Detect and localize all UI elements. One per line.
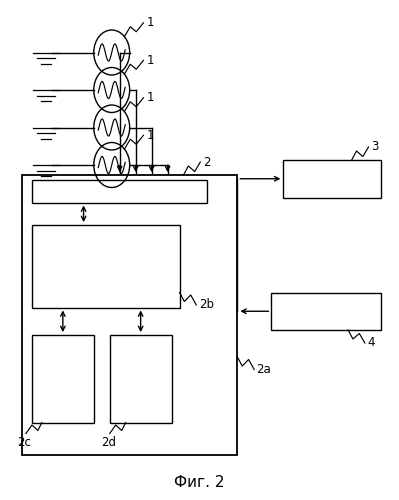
Text: 1: 1 (146, 128, 154, 142)
Text: 3: 3 (371, 140, 378, 153)
Text: 2c: 2c (18, 436, 31, 450)
Text: 1: 1 (146, 16, 154, 29)
Text: 2: 2 (203, 156, 210, 168)
Bar (110, 335, 172, 422)
Text: 1: 1 (146, 54, 154, 66)
Text: 1: 1 (146, 91, 154, 104)
Bar (32, 180, 207, 203)
Text: Фиг. 2: Фиг. 2 (174, 475, 225, 490)
Text: 4: 4 (367, 336, 375, 349)
Text: 2d: 2d (101, 436, 116, 450)
Bar (22, 175, 237, 455)
Bar (32, 225, 180, 308)
Bar (271, 292, 381, 330)
Bar (32, 335, 94, 422)
Text: 2a: 2a (257, 363, 271, 376)
Bar (283, 160, 381, 198)
Text: 2b: 2b (199, 298, 214, 312)
